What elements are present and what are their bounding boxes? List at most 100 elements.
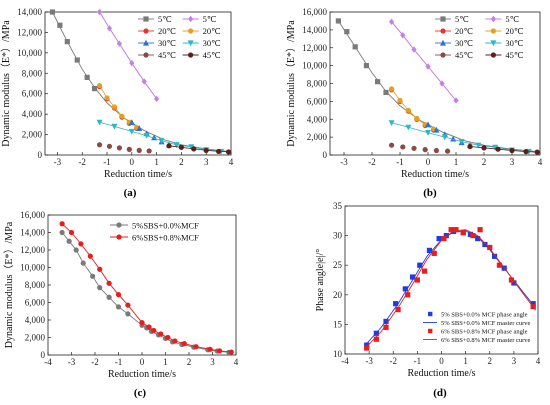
y-tick-label: 2,000 <box>25 333 46 343</box>
series-line <box>99 11 157 100</box>
legend-label: 5℃ <box>203 14 217 24</box>
x-tick-label: -2 <box>91 357 99 367</box>
x-tick-label: 4 <box>234 357 239 367</box>
data-point <box>431 250 437 256</box>
x-tick-label: 1 <box>463 356 468 366</box>
series-line <box>391 21 457 101</box>
data-point <box>68 229 75 236</box>
data-point <box>433 147 439 154</box>
data-point <box>165 334 171 341</box>
x-tick-label: 2 <box>488 356 493 366</box>
data-point <box>125 302 131 308</box>
data-point <box>422 268 428 274</box>
data-point <box>74 57 80 63</box>
data-point <box>511 280 517 286</box>
y-tick-label: 4,000 <box>22 109 43 119</box>
y-axis-label: Dynamic modulus（E*）/MPa <box>0 20 12 147</box>
data-point <box>136 147 142 154</box>
legend-marker <box>440 52 446 58</box>
data-point <box>146 324 152 330</box>
data-point <box>443 233 449 239</box>
legend-marker <box>428 311 433 317</box>
data-point <box>136 125 143 132</box>
legend-label: 5% SBS+0.0% MCF master curve <box>441 320 531 327</box>
data-point <box>383 318 389 325</box>
data-point <box>193 344 199 350</box>
data-point <box>151 327 157 334</box>
legend-marker <box>490 52 496 58</box>
x-tick-label: 0 <box>426 157 431 167</box>
panel-c: -4 -3 -2 -1 0 1 2 3 4 0 2,000 4,000 6,000 8,000 10,000… <box>3 210 239 399</box>
legend-label: 30℃ <box>158 38 177 48</box>
x-tick-label: -4 <box>341 356 349 366</box>
y-tick-label: 6,000 <box>307 96 328 106</box>
x-axis-label: Reduction time/s <box>401 169 469 180</box>
legend-label: 5℃ <box>455 14 469 24</box>
x-tick-label: 2 <box>482 157 487 167</box>
legend-marker <box>143 39 149 46</box>
y-tick-label: 12,000 <box>302 43 327 53</box>
x-axis-label: Reduction time/s <box>407 368 475 379</box>
legend-marker <box>188 52 194 58</box>
y-axis-label: Dynamic modulus（E*）/MPa <box>3 221 15 348</box>
y-tick-label: 14,000 <box>20 228 45 238</box>
data-point <box>116 145 122 151</box>
y-tick-label: 8,000 <box>22 68 43 78</box>
x-tick-label: -2 <box>390 356 398 366</box>
data-point <box>383 89 389 96</box>
data-point <box>64 39 70 45</box>
plot-frame <box>44 11 232 156</box>
data-point <box>126 146 132 152</box>
x-tick-label: 1 <box>454 157 459 167</box>
y-tick-label: 2,000 <box>22 130 43 140</box>
legend-label: 45℃ <box>158 50 177 60</box>
x-axis-label: Reduction time/s <box>104 169 172 180</box>
x-tick-label: -1 <box>103 157 111 167</box>
panel-a: -3 -2 -1 0 1 2 3 4 0 2,000 4,000 6,000 8,000 10,000 12… <box>0 7 234 199</box>
data-point <box>417 262 423 268</box>
x-tick-label: -1 <box>396 157 404 167</box>
master-curve <box>363 229 536 350</box>
legend-label: 30℃ <box>455 38 474 48</box>
data-point <box>448 227 454 233</box>
data-point <box>433 126 440 133</box>
data-point <box>115 304 122 310</box>
legend-label: 5℃ <box>158 14 172 24</box>
data-point <box>389 142 395 148</box>
data-point <box>470 233 476 239</box>
series-line <box>391 122 529 152</box>
panel-label: (d) <box>433 387 447 399</box>
data-point <box>335 18 341 24</box>
series-line <box>61 223 232 353</box>
data-point <box>375 79 381 85</box>
legend-label: 5℃ <box>505 14 519 24</box>
y-tick-label: 6,000 <box>25 298 46 308</box>
y-tick-label: 0 <box>38 150 43 160</box>
y-tick-label: 14,000 <box>17 7 42 17</box>
data-point <box>496 262 502 268</box>
data-point <box>477 227 483 233</box>
data-point <box>225 149 232 155</box>
y-tick-label: 4,000 <box>307 114 328 124</box>
legend-label: 5% SBS+0.0% MCF phase angle <box>441 311 528 318</box>
x-tick-label: -3 <box>365 356 373 366</box>
legend-label: 6% SBS+0.8% MCF master curve <box>441 337 531 344</box>
data-point <box>87 253 93 259</box>
y-tick-label: 16,000 <box>302 7 327 17</box>
data-point <box>445 148 451 154</box>
legend-label: 6%SBS+0.8%MCF <box>132 233 199 243</box>
series-line <box>61 232 230 353</box>
x-tick-label: 3 <box>204 157 209 167</box>
legend-label: 20℃ <box>455 26 474 36</box>
legend-label: 30℃ <box>505 38 524 48</box>
data-point <box>475 235 481 242</box>
data-point <box>487 244 493 251</box>
legend-marker <box>116 234 122 240</box>
legend-label: 45℃ <box>505 50 524 60</box>
data-point <box>364 342 370 348</box>
data-point <box>405 292 411 298</box>
y-tick-label: 16,000 <box>20 210 45 220</box>
panel-d: -4 -3 -2 -1 0 1 2 3 4 10 15 20 25 30 35 Reduction time/… <box>315 201 541 399</box>
data-point <box>128 119 135 125</box>
x-tick-label: 2 <box>187 357 192 367</box>
